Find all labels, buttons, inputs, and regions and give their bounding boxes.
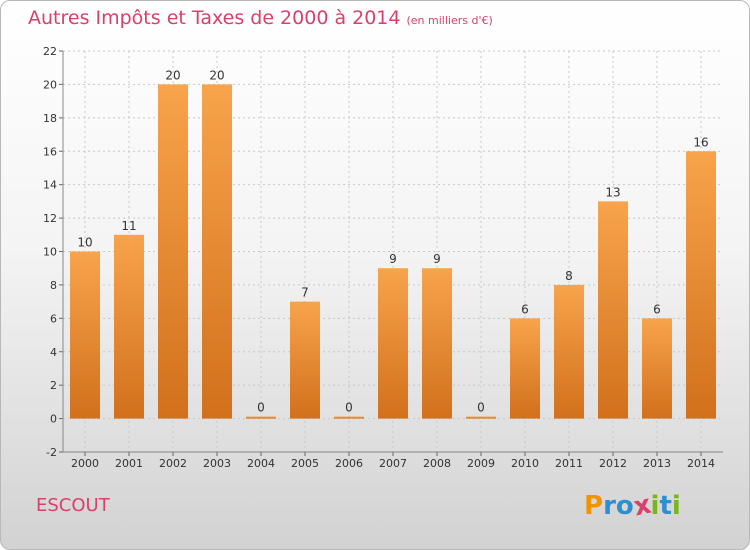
bar [70, 251, 100, 419]
x-tick-label: 2007 [379, 457, 407, 470]
bar [158, 84, 188, 419]
proxiti-logo[interactable]: Proxiti [584, 490, 681, 523]
x-tick-label: 2013 [643, 457, 671, 470]
x-tick-label: 2014 [687, 457, 715, 470]
data-label: 20 [165, 68, 180, 82]
x-tick-label: 2012 [599, 457, 627, 470]
commune-name: ESCOUT [36, 495, 110, 516]
x-tick-label: 2011 [555, 457, 583, 470]
bar [598, 201, 628, 419]
x-tick-label: 2006 [335, 457, 363, 470]
x-tick-label: 2010 [511, 457, 539, 470]
bar [202, 84, 232, 419]
x-tick-label: 2002 [159, 457, 187, 470]
y-tick-label: 2 [50, 379, 57, 392]
data-label: 16 [693, 135, 708, 149]
data-label: 0 [477, 401, 485, 415]
x-tick-label: 2004 [247, 457, 275, 470]
data-label: 20 [209, 68, 224, 82]
y-tick-label: 20 [43, 78, 57, 91]
bar [290, 301, 320, 419]
logo-letter: i [650, 491, 660, 521]
y-tick-label: 6 [50, 312, 57, 325]
y-tick-label: 8 [50, 279, 57, 292]
logo-letter: P [584, 491, 604, 521]
bar [466, 416, 496, 419]
chart-title: Autres Impôts et Taxes de 2000 à 2014 (en… [28, 7, 493, 29]
data-label: 9 [433, 252, 441, 266]
y-tick-label: 0 [50, 413, 57, 426]
x-tick-label: 2005 [291, 457, 319, 470]
data-label: 6 [521, 302, 529, 316]
logo-letter: i [671, 491, 681, 521]
logo-letter: r [603, 491, 616, 521]
bar [642, 318, 672, 419]
y-tick-label: 16 [43, 145, 57, 158]
data-label: 10 [77, 236, 92, 250]
chart-unit: (en milliers d'€) [406, 14, 493, 27]
bar [686, 151, 716, 419]
bar [554, 284, 584, 419]
x-tick-label: 2003 [203, 457, 231, 470]
logo-letter: t [659, 491, 672, 521]
y-tick-label: 14 [43, 179, 57, 192]
data-label: 13 [605, 185, 620, 199]
y-tick-label: 18 [43, 112, 57, 125]
x-tick-label: 2009 [467, 457, 495, 470]
data-label: 0 [345, 401, 353, 415]
data-label: 9 [389, 252, 397, 266]
y-tick-label: 10 [43, 246, 57, 259]
logo-letter: o [615, 491, 634, 521]
x-tick-label: 2000 [71, 457, 99, 470]
y-tick-label: 12 [43, 212, 57, 225]
data-label: 0 [257, 401, 265, 415]
data-label: 8 [565, 269, 573, 283]
bar [510, 318, 540, 419]
chart-title-text: Autres Impôts et Taxes de 2000 à 2014 [28, 7, 401, 29]
bar [378, 268, 408, 419]
y-tick-label: -2 [46, 446, 57, 459]
bar [246, 416, 276, 419]
x-tick-label: 2008 [423, 457, 451, 470]
bar [422, 268, 452, 419]
data-label: 7 [301, 286, 309, 300]
bar [334, 416, 364, 419]
x-tick-label: 2001 [115, 457, 143, 470]
y-tick-label: 22 [43, 45, 57, 58]
y-tick-label: 4 [50, 346, 57, 359]
bar [114, 234, 144, 419]
data-label: 6 [653, 302, 661, 316]
data-label: 11 [121, 219, 136, 233]
